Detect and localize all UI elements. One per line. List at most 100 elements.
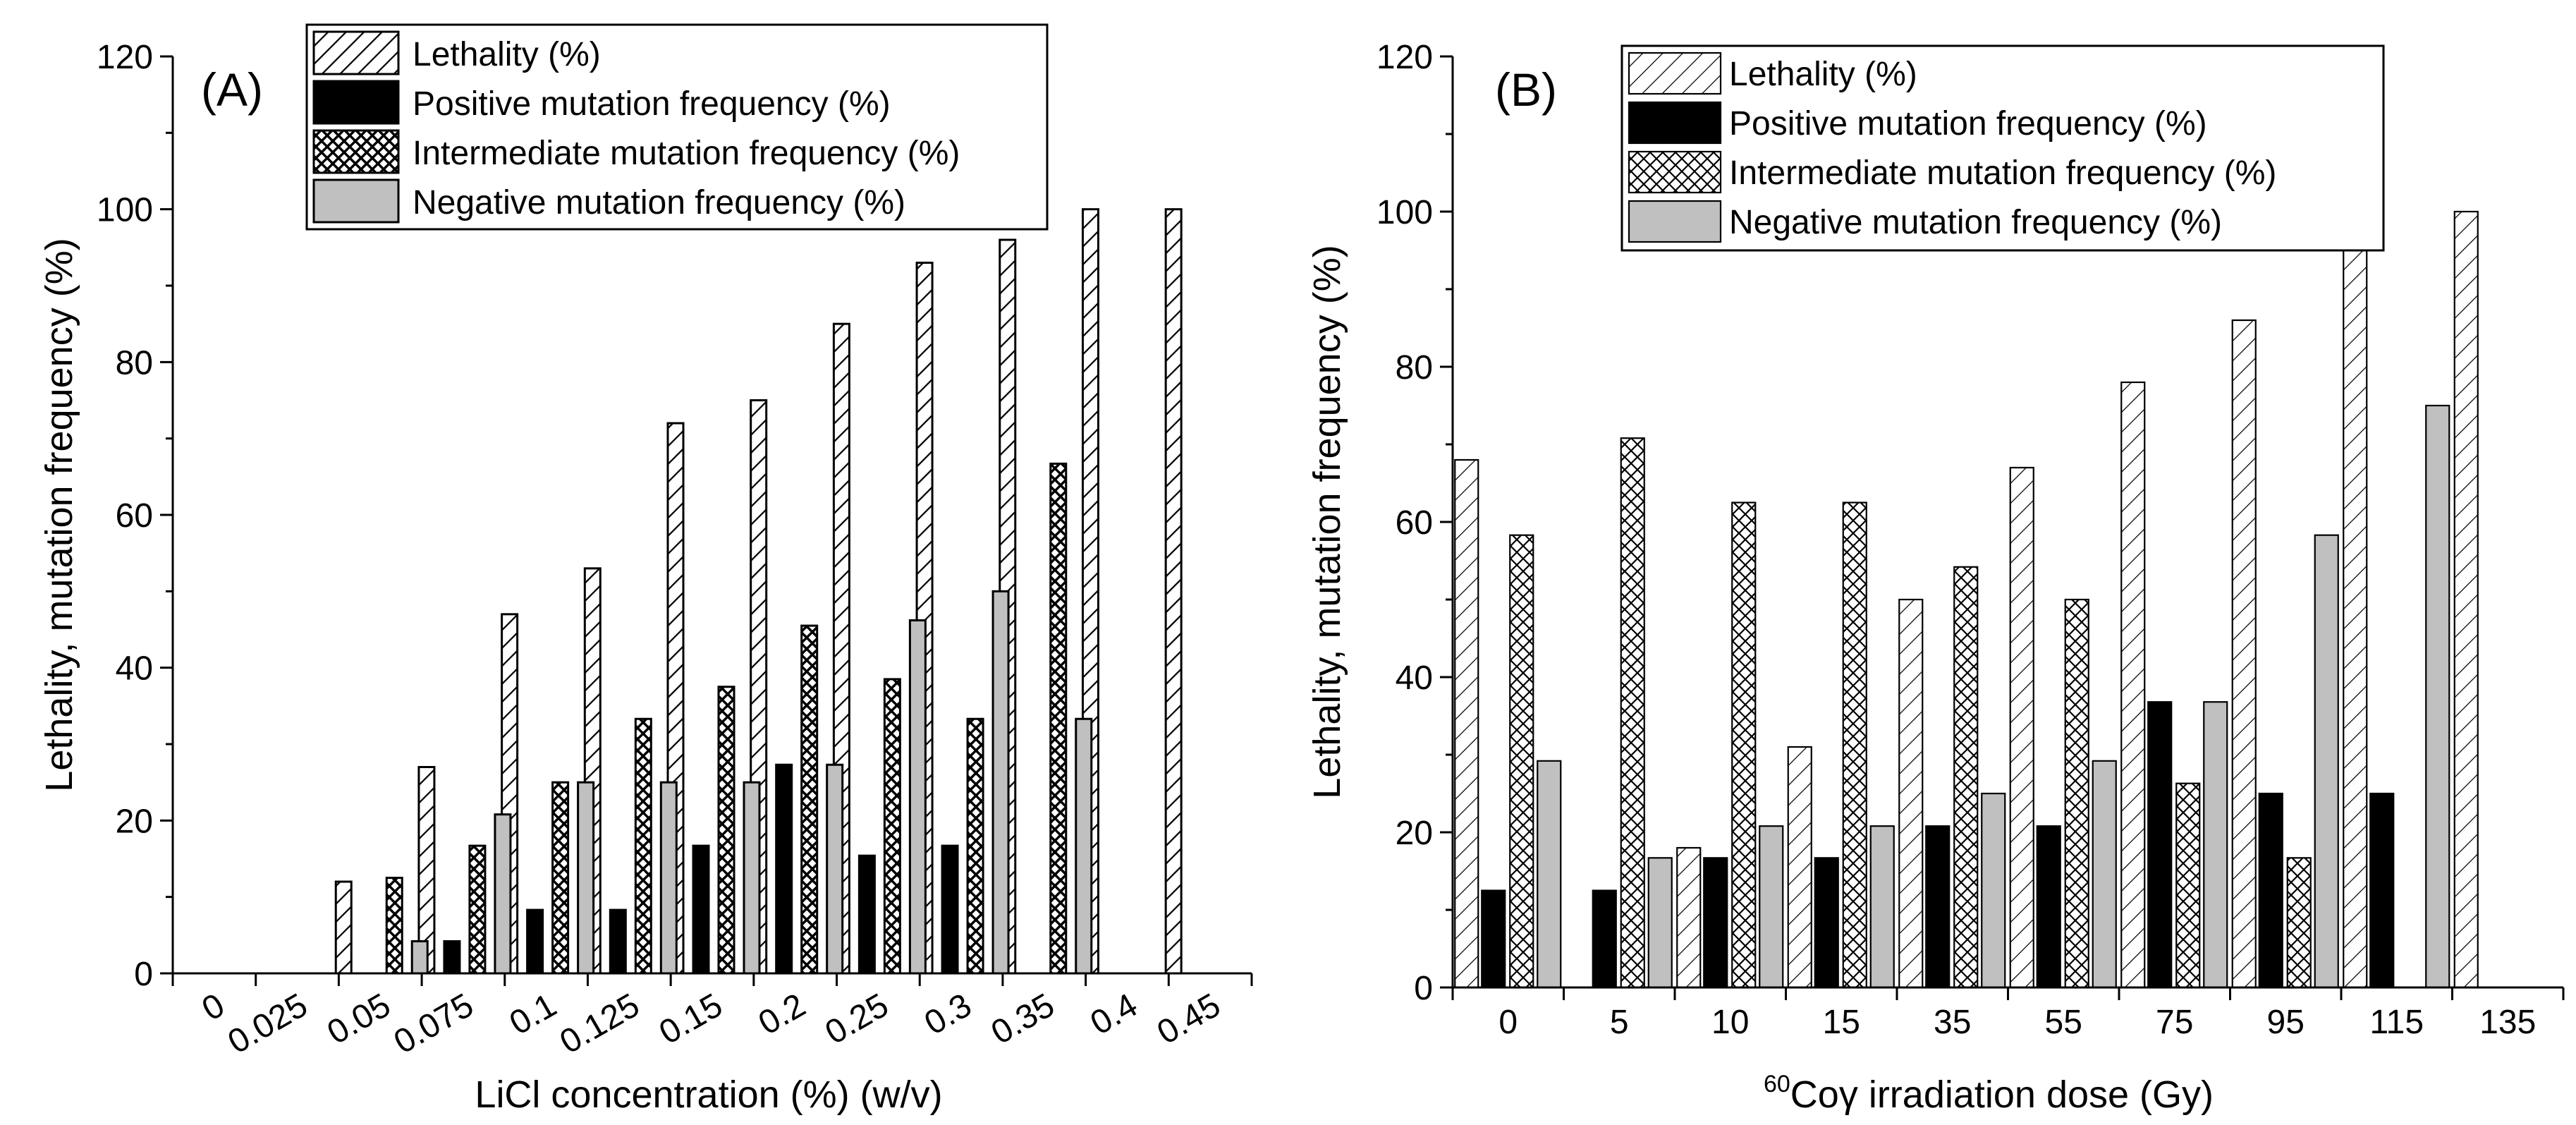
panel-a-bar-series4-cat5	[577, 781, 595, 975]
panel-b-bar-series2-cat8	[2258, 792, 2283, 989]
panel-b-x-tick-label: 135	[2479, 1004, 2536, 1041]
panel-a-x-tick-label: 0.35	[985, 987, 1061, 1052]
panel-b-y-tick-label: 20	[1396, 815, 1433, 852]
panel-b-legend-label-2: Positive mutation frequency (%)	[1729, 105, 2207, 142]
panel-a-bar-series3-cat7	[717, 686, 735, 975]
panel-b-legend-swatch-4	[1628, 200, 1722, 243]
panel-b-bar-series4-cat5	[1981, 792, 2006, 989]
panel-a-legend-swatch-2	[312, 80, 400, 125]
panel-a-x-tick-label: 0.125	[554, 987, 646, 1062]
panel-b-bar-series1-cat6	[2009, 466, 2034, 989]
panel-b-legend-swatch-3	[1628, 150, 1722, 194]
panel-a-legend-box	[305, 23, 1049, 231]
panel-b-bar-series4-cat7	[2203, 701, 2228, 989]
panel-b-x-tick-label: 55	[2045, 1004, 2082, 1041]
panel-a-bar-series3-cat10	[966, 717, 984, 975]
panel-b-bar-series3-cat2	[1620, 437, 1645, 989]
panel-a-bar-series2-cat9	[857, 854, 876, 975]
panel-b-x-tick-label: 95	[2267, 1004, 2305, 1041]
panel-b-y-axis-title: Lethality, mutation frequency (%)	[1306, 245, 1348, 798]
panel-b-bar-series3-cat1	[1509, 534, 1534, 989]
panel-a-legend-swatch-4	[312, 178, 400, 224]
panel-b-bar-series3-cat7	[2175, 782, 2201, 989]
panel-b-bar-series2-cat4	[1814, 857, 1839, 989]
panel-a-y-tick-label: 40	[116, 650, 153, 688]
panel-a-bar-series3-cat6	[634, 717, 652, 975]
panel-b-bar-series4-cat4	[1869, 825, 1895, 989]
panel-b-x-tick-label: 0	[1498, 1004, 1518, 1041]
panel-b-bar-series2-cat3	[1703, 857, 1728, 989]
panel-a-bar-series3-cat11	[1049, 462, 1068, 975]
panel-a-legend-label-4: Negative mutation frequency (%)	[413, 184, 905, 221]
panel-a-y-tick-label: 20	[116, 803, 153, 840]
panel-b-x-tick-label: 115	[2369, 1004, 2424, 1041]
panel-a-y-tick-label: 60	[116, 497, 153, 535]
panel-b-x-tick-label: 15	[1823, 1004, 1860, 1041]
panel-b-bar-series2-cat2	[1592, 889, 1617, 989]
panel-b-bar-series4-cat1	[1537, 760, 1562, 989]
panel-a-bar-series4-cat8	[826, 763, 844, 975]
panel-a-bar-series3-cat9	[883, 678, 901, 975]
panel-b-x-axis-title-text: Coγ irradiation dose (Gy)	[1790, 1074, 2214, 1116]
panel-b-legend-label-1: Lethality (%)	[1729, 56, 1917, 93]
panel-a-x-tick-label: 0.45	[1151, 987, 1226, 1052]
panel-a-bar-series4-cat4	[494, 813, 512, 975]
panel-a-x-tick-label: 0.025	[222, 987, 315, 1062]
panel-a-y-tick-label: 0	[134, 956, 153, 993]
panel-a-bar-series4-cat9	[908, 619, 927, 975]
panel-a-y-tick-label: 100	[97, 192, 153, 229]
panel-a-bar-series4-cat6	[659, 781, 678, 975]
panel-b-bar-series2-cat7	[2147, 701, 2173, 989]
panel-a-bar-series1-cat13	[1164, 208, 1183, 975]
panel-a-x-tick-label: 0.2	[752, 987, 812, 1042]
panel-a-bar-series3-cat5	[551, 781, 570, 975]
panel-b-bar-series3-cat3	[1731, 501, 1757, 989]
panel-a-legend-label-1: Lethality (%)	[413, 36, 601, 73]
panel-a-bar-series3-cat4	[468, 844, 487, 975]
panel-a-legend-label-3: Intermediate mutation frequency (%)	[413, 135, 960, 172]
panel-b-legend: Lethality (%) Positive mutation frequency…	[1620, 44, 2385, 252]
panel-b-axes: 0 20 40 60 80 100 120 0 5 10 15 35 55 75 95 115 135	[1376, 39, 2565, 1041]
panel-a-x-tick-label: 0.075	[388, 987, 480, 1062]
panel-b-bar-series1-cat5	[1898, 598, 1924, 989]
panel-a-x-tick-label: 0.25	[819, 987, 894, 1052]
panel-b-y-tick-label: 0	[1414, 970, 1433, 1007]
panel-b-bar-series4-cat3	[1759, 825, 1784, 989]
panel-a-legend-swatch-1	[312, 30, 400, 75]
panel-b-y-tick-label: 40	[1396, 659, 1433, 697]
panel-b-x-tick-label: 35	[1934, 1004, 1971, 1041]
panel-b-bar-series2-cat9	[2369, 792, 2395, 989]
panel-a-bar-series4-cat10	[991, 590, 1010, 975]
panel-a-bar-series2-cat4	[443, 940, 461, 975]
panel-b-bar-series2-cat5	[1925, 825, 1951, 989]
panel-a-x-tick-label: 0.3	[918, 987, 977, 1042]
panel-a-bar-series4-cat3	[410, 940, 429, 975]
panel-b-bars	[1454, 210, 2479, 989]
panel-b-bar-series3-cat8	[2286, 857, 2312, 989]
panel-b-y-tick-label: 80	[1396, 349, 1433, 387]
panel-b-bar-series3-cat5	[1953, 566, 1979, 989]
panel-b-y-tick-label: 120	[1376, 39, 1433, 76]
panel-a-legend-swatch-3	[312, 129, 400, 174]
panel-a-bars	[334, 208, 1183, 975]
panel-b-bar-series1-cat10	[2453, 210, 2479, 989]
panel-a-bar-series2-cat10	[941, 844, 959, 975]
panel-a-x-tick-label: 0.05	[321, 987, 396, 1052]
panel-b-bar-series1-cat8	[2231, 319, 2257, 989]
panel-b-bar-series2-cat6	[2036, 825, 2061, 989]
panel-a-label: (A)	[201, 63, 263, 116]
panel-b-label: (B)	[1495, 63, 1557, 116]
panel-b-bar-series1-cat3	[1676, 846, 1702, 989]
panel-a-bar-series2-cat8	[775, 763, 793, 975]
panel-b-x-tick-label: 10	[1711, 1004, 1749, 1041]
panel-b-legend-box	[1620, 44, 2385, 252]
panel-a-bar-series2-cat6	[609, 908, 627, 975]
panel-b-bar-series4-cat9	[2425, 404, 2450, 989]
panel-a-y-tick-label: 80	[116, 344, 153, 382]
panel-a-bar-series2-cat7	[692, 844, 710, 975]
panel-b-bar-series2-cat1	[1481, 889, 1506, 989]
panel-a-x-tick-label: 0	[196, 987, 231, 1028]
